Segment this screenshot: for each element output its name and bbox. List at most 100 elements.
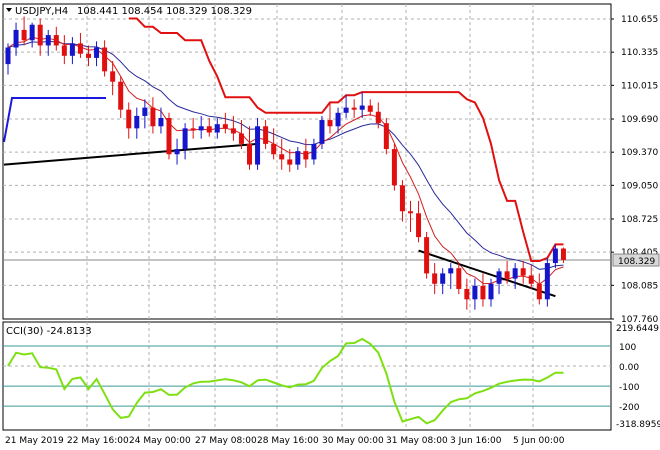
candle-body	[198, 126, 204, 131]
candle-body	[480, 285, 486, 300]
candle-body	[416, 213, 422, 238]
candle-body	[375, 111, 381, 124]
current-price-box	[612, 253, 660, 267]
candle-body	[263, 126, 269, 144]
candle-body	[77, 43, 83, 54]
candle-body	[190, 128, 196, 131]
candle-body	[520, 268, 526, 276]
candle-body	[150, 107, 156, 127]
support-trendline	[3, 142, 258, 166]
candle-body	[343, 107, 349, 113]
candle-body	[206, 126, 212, 133]
time-label: 24 May 00:00	[129, 436, 191, 446]
time-axis: 21 May 2019 22 May 16:00 24 May 00:00 27 Ma…	[5, 436, 565, 446]
candle-body	[424, 237, 430, 274]
candle-body	[472, 285, 478, 300]
time-label: 21 May 2019	[5, 436, 64, 446]
candle-body	[222, 124, 228, 129]
price-axis: 110.655 110.335 110.015 109.690 109.370 109.0…	[611, 15, 660, 430]
candle-body	[391, 149, 397, 186]
candle-body	[69, 43, 75, 56]
candle-body	[408, 211, 413, 214]
ohlc-label: 108.441 108.454 108.329 108.329	[77, 6, 252, 17]
time-label: 22 May 16:00	[67, 436, 129, 446]
price-tick-label: 108.725	[621, 215, 658, 225]
candle-body	[142, 107, 148, 116]
price-tick-label: 107.760	[621, 315, 658, 325]
candle-body	[311, 143, 317, 160]
candle-body	[448, 268, 454, 274]
resistance-trendline	[418, 249, 556, 298]
cci-level-label: 100	[619, 343, 636, 353]
candle-body	[255, 126, 261, 165]
candle-body	[61, 45, 67, 56]
candle-body	[504, 271, 510, 279]
candle-body	[238, 133, 244, 144]
candle-body	[182, 128, 188, 150]
cci-level-label: -100	[619, 383, 640, 393]
candle-body	[560, 248, 566, 260]
candle-body	[279, 154, 285, 160]
candle-body	[37, 24, 43, 46]
candle-body	[53, 35, 59, 46]
candle-body	[29, 24, 35, 41]
candle-body	[399, 185, 405, 212]
candle-body	[13, 29, 19, 48]
candle-body	[134, 115, 140, 129]
cci-label: CCI(30) -24.8133	[6, 326, 92, 337]
candle-body	[383, 123, 389, 150]
candle-body	[456, 268, 462, 289]
price-tick-label: 109.690	[621, 115, 658, 125]
current-price-label: 108.329	[618, 257, 655, 267]
candle-body	[271, 143, 277, 155]
candle-body	[367, 105, 373, 112]
cci-level-box	[613, 380, 639, 393]
time-label: 3 Jun 16:00	[450, 436, 502, 446]
blue-level-line	[3, 97, 106, 143]
candle-body	[319, 120, 325, 144]
candle-body	[464, 288, 470, 300]
candle-body	[166, 117, 172, 155]
candles	[5, 16, 566, 310]
candle-body	[230, 128, 236, 134]
cci-panel	[2, 321, 612, 431]
candle-body	[5, 47, 11, 65]
candle-body	[488, 283, 494, 300]
cci-level-box	[613, 400, 639, 413]
candle-body	[126, 109, 132, 129]
candle-body	[21, 29, 27, 41]
candle-body	[102, 47, 108, 72]
cci-level-label: -200	[619, 403, 640, 413]
price-tick-label: 110.655	[621, 15, 658, 25]
symbol-label: USDJPY,H4	[15, 6, 68, 17]
time-label: 5 Jun 00:00	[513, 436, 565, 446]
candle-body	[110, 71, 116, 82]
candle-body	[86, 53, 91, 58]
candle-body	[45, 35, 51, 46]
cci-level-label: 0.00	[619, 363, 639, 373]
candle-body	[335, 112, 341, 127]
time-label: 31 May 08:00	[386, 436, 448, 446]
candle-body	[247, 143, 252, 165]
candle-body	[536, 283, 542, 300]
cci-series-line	[7, 337, 564, 425]
price-tick-label: 108.085	[621, 281, 658, 291]
cci-max-label: 219.6449	[616, 324, 659, 334]
candle-body	[158, 117, 164, 127]
cci-level-box	[613, 339, 639, 352]
candle-body	[512, 268, 518, 279]
candle-body	[359, 105, 365, 110]
time-label: 30 May 00:00	[322, 436, 384, 446]
grid	[3, 4, 611, 430]
cci-line	[7, 337, 564, 425]
candle-body	[118, 81, 124, 110]
candle-body	[351, 107, 357, 110]
price-tick-label: 110.015	[621, 81, 658, 91]
price-tick-label: 110.335	[621, 48, 658, 58]
candle-body	[544, 263, 550, 300]
candle-body	[295, 151, 301, 165]
candle-body	[440, 273, 446, 284]
time-label: 28 May 16:00	[257, 436, 319, 446]
triangle-down-icon[interactable]	[6, 8, 12, 12]
